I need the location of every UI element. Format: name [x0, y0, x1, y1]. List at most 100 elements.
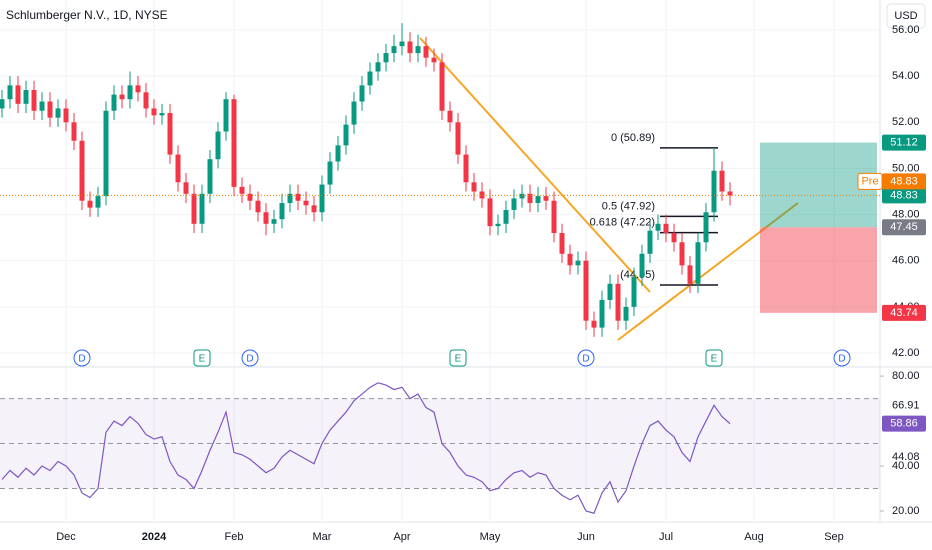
candle-body	[0, 99, 5, 109]
x-tick-label: Apr	[393, 531, 410, 543]
event-label: E	[199, 354, 206, 365]
candle-body	[519, 193, 525, 199]
entry-label: 47.45	[890, 221, 918, 233]
candle-body	[335, 145, 341, 162]
x-tick-label: Feb	[225, 531, 244, 543]
candle-body	[231, 99, 237, 187]
event-badge	[241, 349, 259, 367]
candle-body	[247, 193, 253, 201]
candle-body	[471, 182, 477, 192]
rsi-marker-label: 66.91	[892, 399, 920, 411]
candle-body	[151, 108, 157, 116]
candle-body	[647, 230, 653, 254]
candle-body	[71, 122, 77, 141]
trend-line	[419, 37, 651, 293]
candle-body	[623, 306, 629, 321]
currency-label[interactable]: USD	[894, 10, 917, 22]
candle-body	[23, 89, 29, 104]
candle-body	[463, 154, 469, 183]
rsi-line	[1, 382, 731, 514]
candle-body	[311, 205, 317, 213]
candle-body	[207, 159, 213, 194]
candle-body	[103, 110, 109, 197]
candle-body	[687, 265, 693, 284]
candle-body	[159, 113, 165, 116]
rsi-last-label: 58.86	[890, 418, 918, 430]
candle-body	[295, 193, 301, 201]
candle-body	[559, 233, 565, 254]
candle-body	[535, 196, 541, 204]
event-badge	[705, 349, 723, 367]
candle-body	[407, 41, 413, 54]
candle-body	[79, 140, 85, 201]
candle-body	[7, 85, 13, 100]
candle-body	[575, 260, 581, 266]
candle-body	[87, 200, 93, 208]
candle-body	[255, 200, 261, 213]
grid-layer	[0, 0, 880, 522]
candle-body	[727, 191, 733, 196]
candle-body	[351, 101, 357, 125]
last-price-label: 48.83	[890, 189, 918, 201]
x-tick-label: Aug	[744, 531, 764, 543]
candle-body	[663, 223, 669, 234]
candle-body	[175, 154, 181, 183]
event-label: D	[246, 354, 253, 365]
candle-body	[111, 94, 117, 111]
y-tick-label: 56.00	[892, 24, 920, 36]
candle-body	[615, 283, 621, 321]
candle-body	[199, 193, 205, 224]
candle-body	[167, 113, 173, 155]
candle-body	[327, 161, 333, 185]
candle-body	[703, 212, 709, 243]
trend-line	[617, 202, 799, 341]
y-tick-label: 50.00	[892, 162, 920, 174]
candle-body	[639, 253, 645, 277]
candle-body	[423, 46, 429, 58]
premarket-tag-label: Pre	[861, 175, 878, 187]
target-box	[882, 134, 926, 151]
premarket-price-label: 48.83	[890, 175, 918, 187]
event-badge	[577, 349, 595, 367]
candle-body	[495, 223, 501, 227]
candle-body	[503, 209, 509, 224]
rsi-tick-label: 40.00	[892, 460, 920, 472]
x-tick-label: Jul	[659, 531, 673, 543]
candle-body	[695, 242, 701, 284]
premarket-tag	[857, 172, 883, 190]
y-tick-label: 46.00	[892, 255, 920, 267]
x-tick-label: May	[480, 531, 501, 543]
fib-label: 0.618 (47.22)	[590, 216, 655, 228]
event-badge	[449, 349, 467, 367]
rsi-tick-label: 80.00	[892, 370, 920, 382]
y-tick-label: 42.00	[892, 347, 920, 359]
event-badge	[193, 349, 211, 367]
candle-body	[127, 85, 133, 100]
rsi-marker-label: 44.08	[892, 451, 920, 463]
candle-body	[655, 223, 661, 231]
event-label: D	[838, 354, 845, 365]
event-label: E	[455, 354, 462, 365]
candle-body	[271, 219, 277, 224]
candle-body	[719, 170, 725, 192]
candle-body	[375, 62, 381, 72]
candle-body	[359, 85, 365, 102]
candle-body	[191, 193, 197, 224]
candle-body	[287, 193, 293, 204]
position-loss	[760, 227, 877, 313]
candle-body	[543, 196, 549, 201]
currency-button[interactable]	[886, 3, 926, 29]
candle-body	[119, 94, 125, 100]
candle-body	[143, 92, 149, 109]
event-badge	[833, 349, 851, 367]
candle-body	[47, 101, 53, 118]
candle-body	[135, 85, 141, 93]
candle-body	[567, 253, 573, 266]
candle-body	[15, 85, 21, 104]
premarket-price-box	[882, 173, 926, 190]
candle-body	[631, 276, 637, 307]
candle-body	[447, 110, 453, 123]
candle-body	[263, 212, 269, 224]
candle-body	[511, 198, 517, 210]
